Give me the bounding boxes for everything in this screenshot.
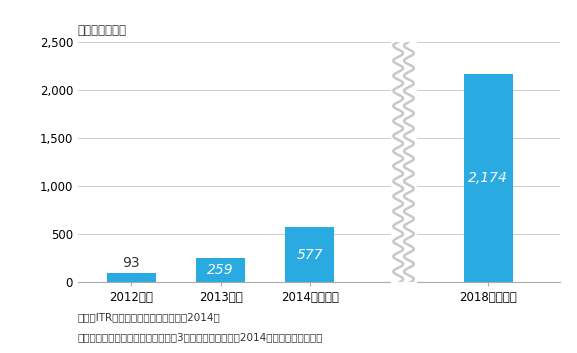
Text: 577: 577 [297,248,323,262]
Text: 2,174: 2,174 [469,171,508,185]
Text: 93: 93 [123,256,140,270]
Bar [286,227,335,282]
Text: （単位：億円）: （単位：億円） [78,24,127,37]
Bar [391,41,416,283]
Bar [464,74,513,282]
Bar [196,258,245,282]
Text: 出典：ITR「クラウドソーシング総覧2014」: 出典：ITR「クラウドソーシング総覧2014」 [78,312,220,322]
Text: ＊各事業者の依頼総額を対象とし、3月期ベースで換算。2014年度以降は予測値。: ＊各事業者の依頼総額を対象とし、3月期ベースで換算。2014年度以降は予測値。 [78,332,323,342]
Bar [107,274,156,282]
Text: 259: 259 [207,263,234,277]
